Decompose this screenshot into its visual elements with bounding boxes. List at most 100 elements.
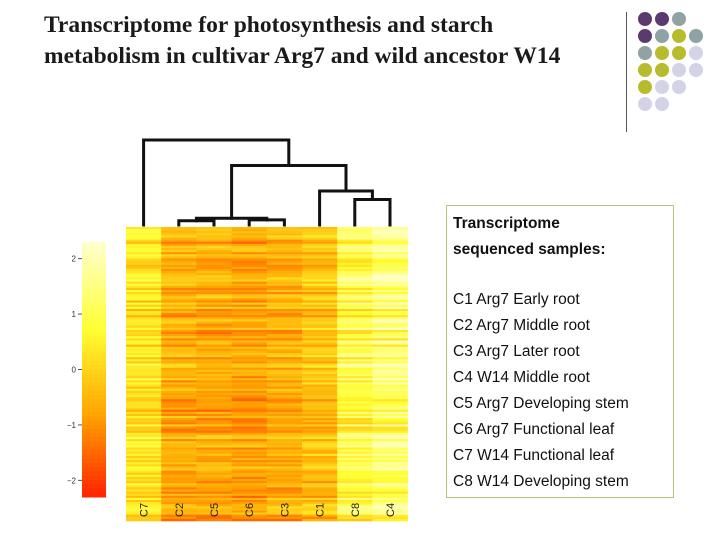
heatmap-cell: [161, 327, 197, 331]
heatmap-cell: [266, 277, 303, 280]
heatmap-cell: [337, 266, 373, 270]
heatmap-cell: [337, 481, 373, 484]
heatmap-cell: [372, 233, 408, 236]
color-scale-step: [82, 429, 106, 434]
heatmap-cell: [126, 405, 162, 408]
slide-title: Transcriptome for photosynthesis and sta…: [44, 12, 561, 69]
heatmap-cell: [302, 315, 338, 318]
color-scale-step: [82, 361, 106, 366]
heatmap-cell: [266, 466, 303, 469]
heatmap-cell: [266, 315, 303, 318]
heatmap-cell: [161, 516, 197, 520]
heatmap-cell: [196, 418, 232, 421]
heatmap-cell: [231, 300, 268, 303]
heatmap-cell: [126, 403, 162, 406]
decorative-dot: [689, 63, 703, 77]
heatmap-cell: [337, 325, 373, 329]
heatmap-cell: [302, 409, 338, 413]
heatmap-cell: [126, 434, 162, 438]
heatmap-cell: [302, 504, 338, 507]
heatmap-cell: [196, 262, 232, 266]
heatmap-cell: [302, 317, 338, 320]
heatmap-cell: [302, 355, 338, 358]
heatmap-cell: [266, 441, 303, 444]
heatmap-cell: [372, 420, 408, 423]
heatmap-cell: [231, 441, 268, 444]
heatmap-cell: [372, 336, 408, 339]
heatmap-cell: [337, 510, 373, 513]
heatmap-cell: [231, 233, 268, 236]
color-scale-step: [82, 373, 106, 379]
heatmap-cell: [372, 451, 408, 455]
heatmap-cell: [126, 476, 162, 480]
heatmap-cell: [337, 405, 373, 408]
heatmap-cell: [161, 432, 197, 436]
color-scale-step: [82, 420, 106, 426]
color-scale-step: [82, 339, 106, 345]
heatmap-cell: [231, 434, 268, 438]
heatmap-cell: [161, 254, 197, 257]
heatmap-cell: [196, 311, 232, 314]
heatmap-cell: [196, 481, 232, 484]
heatmap-cell: [372, 359, 408, 362]
color-scale-step: [82, 390, 106, 396]
heatmap-cell: [372, 273, 408, 276]
heatmap-cell: [337, 283, 373, 287]
heatmap-cell: [126, 294, 162, 297]
heatmap-cell: [337, 287, 373, 291]
heatmap-cell: [126, 397, 162, 400]
color-scale-step: [82, 335, 106, 341]
heatmap-cell: [161, 346, 197, 350]
heatmap-cell: [372, 476, 408, 480]
heatmap-cell: [372, 237, 408, 240]
heatmap-cell: [337, 447, 373, 450]
heatmap-cell: [126, 340, 162, 343]
heatmap-cell: [231, 380, 268, 383]
heatmap-cell: [337, 445, 373, 448]
heatmap-cell: [196, 342, 232, 345]
heatmap-cell: [126, 239, 162, 242]
heatmap-cell: [196, 500, 232, 503]
heatmap-cell: [126, 235, 162, 238]
heatmap-cell: [337, 329, 373, 333]
heatmap-cell: [266, 292, 303, 295]
heatmap-cell: [337, 464, 373, 467]
heatmap-cell: [266, 397, 303, 400]
heatmap-cell: [231, 325, 268, 329]
heatmap-cell: [231, 374, 268, 377]
heatmap-cell: [196, 329, 232, 333]
heatmap-cell: [372, 399, 408, 402]
heatmap-cell: [231, 294, 268, 297]
heatmap-cell: [231, 229, 268, 232]
heatmap-cell: [337, 502, 373, 505]
heatmap-cell: [196, 495, 232, 499]
heatmap-cell: [196, 476, 232, 480]
heatmap-cell: [126, 407, 162, 410]
decorative-dot: [689, 29, 703, 43]
heatmap-cell: [231, 262, 268, 266]
heatmap-cell: [302, 380, 338, 383]
heatmap-cell: [126, 455, 162, 459]
heatmap-cell: [161, 258, 197, 261]
heatmap-cell: [302, 508, 338, 511]
heatmap-cell: [372, 311, 408, 314]
heatmap-cell: [196, 422, 232, 425]
heatmap-cell: [196, 350, 232, 354]
heatmap-cell: [161, 386, 197, 389]
heatmap-cell: [126, 317, 162, 320]
heatmap-cell: [337, 432, 373, 436]
heatmap-cell: [196, 445, 232, 448]
heatmap-cell: [266, 311, 303, 314]
heatmap-cell: [126, 495, 162, 499]
heatmap-cell: [337, 374, 373, 377]
heatmap-cell: [161, 357, 197, 360]
heatmap-cell: [126, 388, 162, 392]
heatmap-cell: [302, 367, 338, 371]
heatmap-cell: [231, 401, 268, 404]
heatmap-cell: [126, 283, 162, 287]
heatmap-cell: [266, 514, 303, 518]
heatmap-cell: [302, 277, 338, 280]
heatmap-cell: [126, 395, 162, 398]
heatmap-cell: [266, 262, 303, 266]
heatmap-cell: [161, 495, 197, 499]
